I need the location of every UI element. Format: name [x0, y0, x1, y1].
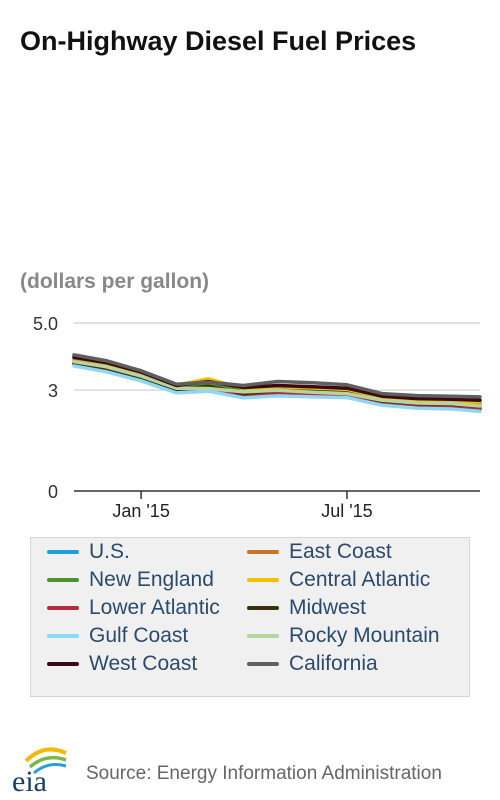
x-tick-label: Jan '15	[112, 501, 169, 521]
legend-label: West Coast	[89, 652, 198, 675]
legend-label: Gulf Coast	[89, 624, 189, 647]
legend-item-central-atlantic: Central Atlantic	[247, 566, 430, 594]
legend-label: Midwest	[289, 596, 367, 619]
legend-item-california: California	[247, 650, 378, 678]
legend-item-gulf-coast: Gulf Coast	[47, 622, 188, 650]
chart-title: On-Highway Diesel Fuel Prices	[20, 26, 417, 56]
legend-item-lower-atlantic: Lower Atlantic	[47, 594, 220, 622]
legend-swatch	[247, 550, 279, 554]
y-tick-label: 3	[48, 381, 58, 401]
logo-arc-blue	[33, 763, 67, 775]
y-tick-label: 0	[48, 482, 58, 502]
legend-swatch	[47, 662, 79, 666]
x-tick-label: Jul '15	[321, 501, 372, 521]
legend-swatch	[47, 606, 79, 610]
legend-item-west-coast: West Coast	[47, 650, 197, 678]
legend-item-rocky-mountain: Rocky Mountain	[247, 622, 440, 650]
legend-swatch	[47, 634, 79, 638]
series-line-gulf-coast	[72, 364, 482, 414]
legend-swatch	[247, 662, 279, 666]
legend-label: East Coast	[289, 540, 392, 563]
eia-logo: eia	[12, 747, 67, 795]
legend-label: California	[289, 652, 378, 675]
line-chart: 0 3 5.0 Jan '15 Jul '15	[33, 314, 482, 521]
legend-label: Lower Atlantic	[89, 596, 220, 619]
legend-label: Central Atlantic	[289, 568, 431, 591]
legend-label: U.S.	[89, 540, 130, 563]
legend-item-midwest: Midwest	[247, 594, 366, 622]
legend: U.S. East Coast New England Central Atlanti…	[30, 537, 470, 697]
legend-swatch	[47, 550, 79, 554]
logo-text: eia	[12, 765, 47, 795]
legend-item-u-s: U.S.	[47, 538, 130, 566]
source-note: Source: Energy Information Administratio…	[86, 763, 442, 784]
y-tick-label: 5.0	[33, 314, 58, 334]
series-line-rocky-mountain	[72, 359, 482, 408]
legend-swatch	[247, 578, 279, 582]
unit-label: (dollars per gallon)	[20, 270, 210, 293]
legend-swatch	[247, 606, 279, 610]
legend-swatch	[247, 634, 279, 638]
logo-arc-yellow	[24, 747, 67, 763]
legend-item-east-coast: East Coast	[247, 538, 392, 566]
legend-label: New England	[89, 568, 214, 591]
series-line-california	[72, 353, 482, 399]
legend-label: Rocky Mountain	[289, 624, 440, 647]
logo-arc-green	[28, 755, 67, 769]
legend-item-new-england: New England	[47, 566, 214, 594]
legend-swatch	[47, 578, 79, 582]
